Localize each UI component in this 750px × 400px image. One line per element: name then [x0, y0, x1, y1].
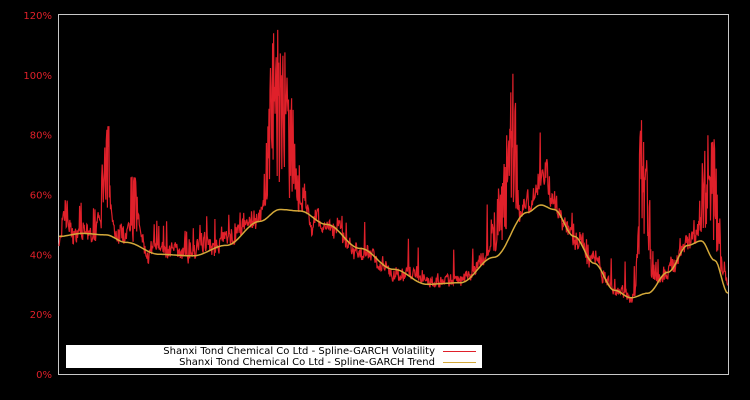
legend-swatch-volatility [443, 351, 476, 352]
volatility-series [58, 29, 729, 303]
y-axis-ticks: 0% 20% 40% 60% 80% 100% 120% [23, 11, 52, 381]
legend-label-volatility: Shanxi Tond Chemical Co Ltd - Spline-GAR… [163, 346, 435, 357]
y-tick-label: 80% [30, 131, 52, 142]
legend-swatch-trend [443, 362, 476, 363]
y-tick-label: 100% [23, 71, 52, 82]
chart-legend: Shanxi Tond Chemical Co Ltd - Spline-GAR… [66, 345, 482, 368]
y-tick-label: 20% [30, 310, 52, 321]
y-tick-label: 120% [23, 11, 52, 22]
y-tick-label: 40% [30, 250, 52, 261]
y-tick-label: 60% [30, 191, 52, 202]
trend-line [58, 204, 729, 299]
y-tick-label: 0% [36, 370, 52, 381]
plot-frame [58, 14, 729, 375]
trend-series [58, 204, 729, 299]
legend-item-trend: Shanxi Tond Chemical Co Ltd - Spline-GAR… [179, 357, 476, 368]
legend-label-trend: Shanxi Tond Chemical Co Ltd - Spline-GAR… [179, 357, 435, 368]
volatility-line [58, 29, 729, 303]
legend-item-volatility: Shanxi Tond Chemical Co Ltd - Spline-GAR… [163, 346, 476, 357]
